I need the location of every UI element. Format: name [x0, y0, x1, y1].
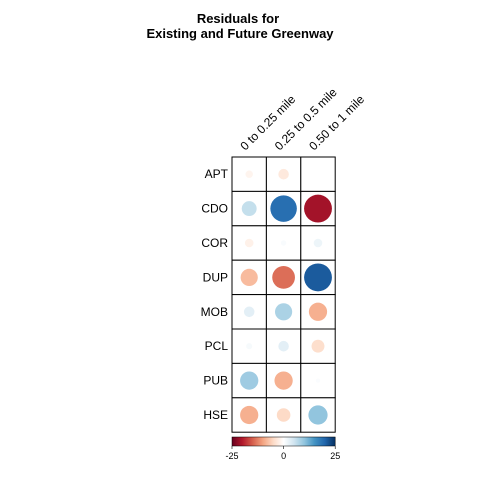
- row-label-cdo: CDO: [201, 202, 228, 216]
- circle-hse-0: [240, 405, 259, 425]
- chart-title-line-2: Existing and Future Greenway: [146, 26, 334, 41]
- cell-cor-1: [265, 225, 302, 261]
- circle-pub-2: [315, 378, 321, 383]
- row-label-cor: COR: [201, 236, 228, 250]
- circle-mob-0: [243, 306, 255, 318]
- circle-pcl-1: [278, 340, 289, 352]
- circle-cdo-2: [304, 194, 332, 223]
- circle-pub-0: [240, 371, 259, 390]
- circle-apt-0: [245, 170, 253, 178]
- circle-hse-1: [276, 408, 291, 422]
- circle-dup-0: [240, 268, 258, 286]
- circle-mob-1: [275, 303, 293, 321]
- cell-mob-1: [265, 294, 302, 330]
- row-label-apt: APT: [205, 167, 229, 181]
- colorbar-tick-label-2: 25: [330, 451, 340, 461]
- circle-apt-2: [317, 173, 319, 175]
- circle-pub-1: [274, 371, 293, 390]
- circle-dup-2: [304, 263, 332, 292]
- colorbar: -25 0 25: [225, 436, 340, 461]
- circle-cdo-1: [270, 195, 297, 222]
- row-label-pub: PUB: [203, 374, 228, 388]
- colorbar-tick-label-0: -25: [225, 451, 238, 461]
- colorbar-gradient: [231, 436, 336, 447]
- circle-cor-1: [280, 240, 287, 246]
- chart-title-line-1: Residuals for: [197, 11, 279, 26]
- colorbar-tick-label-1: 0: [281, 451, 286, 461]
- circle-apt-1: [278, 168, 289, 180]
- circle-pcl-0: [246, 343, 253, 350]
- circle-cor-2: [313, 238, 323, 248]
- circle-hse-2: [308, 405, 328, 425]
- circle-cdo-0: [241, 201, 257, 217]
- row-label-dup: DUP: [203, 270, 228, 284]
- row-label-hse: HSE: [203, 408, 228, 422]
- circle-mob-2: [308, 302, 328, 321]
- circle-dup-1: [272, 266, 295, 289]
- circle-cor-0: [244, 238, 254, 248]
- cell-hse-0: [231, 397, 267, 433]
- row-label-mob: MOB: [201, 305, 228, 319]
- row-label-pcl: PCL: [205, 339, 229, 353]
- circle-pcl-2: [311, 339, 325, 353]
